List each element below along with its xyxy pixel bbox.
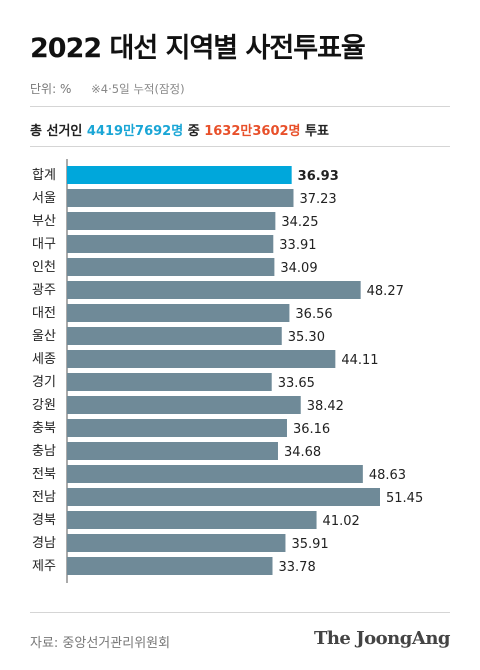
category-label: 세종 <box>32 352 56 367</box>
category-label: 부산 <box>32 214 56 229</box>
bar-total <box>67 166 292 184</box>
value-label: 48.63 <box>369 468 406 483</box>
bottom-divider <box>30 612 450 613</box>
turnout-summary: 총 선거인 4419만7692명 중 1632만3602명 투표 <box>30 120 329 139</box>
category-label: 서울 <box>32 191 56 206</box>
value-label: 51.45 <box>386 491 423 506</box>
bar <box>67 373 272 391</box>
category-label: 제주 <box>32 559 56 574</box>
value-label: 44.11 <box>341 353 378 368</box>
value-label: 35.30 <box>288 330 325 345</box>
category-label: 울산 <box>32 329 56 344</box>
category-label: 경남 <box>32 536 56 551</box>
value-label: 33.65 <box>278 376 315 391</box>
bar <box>67 488 380 506</box>
value-label: 33.78 <box>279 560 316 575</box>
bar <box>67 327 282 345</box>
bar <box>67 465 363 483</box>
value-label: 36.93 <box>298 169 339 184</box>
category-label: 대전 <box>32 306 56 321</box>
brand-logo: The JoongAng <box>313 628 451 649</box>
category-label: 전북 <box>32 467 56 482</box>
bar <box>67 235 274 253</box>
value-label: 34.09 <box>280 261 317 276</box>
category-label: 경북 <box>32 513 56 528</box>
electorate-count: 4419만7692명 <box>86 124 184 139</box>
bar <box>67 189 294 207</box>
bar <box>67 350 336 368</box>
category-label: 합계 <box>32 168 56 183</box>
source-note: 자료: 중앙선거관리위원회 <box>30 636 171 651</box>
value-label: 33.91 <box>279 238 316 253</box>
category-label: 충남 <box>32 444 56 459</box>
bar <box>67 419 287 437</box>
bar <box>67 511 317 529</box>
value-label: 38.42 <box>307 399 344 414</box>
page-title: 2022 대선 지역별 사전투표율 <box>30 33 366 64</box>
value-label: 48.27 <box>367 284 404 299</box>
bar <box>67 442 278 460</box>
summary-prefix: 총 선거인 <box>30 124 87 139</box>
bar <box>67 304 290 322</box>
value-label: 41.02 <box>323 514 360 529</box>
unit-label: 단위: % <box>30 82 72 96</box>
category-label: 충북 <box>32 421 56 436</box>
bar <box>67 281 361 299</box>
bar <box>67 258 275 276</box>
period-note: ※4·5일 누적(잠정) <box>91 82 185 96</box>
voter-count: 1632만3602명 <box>204 124 301 139</box>
value-label: 36.56 <box>295 307 332 322</box>
bar <box>67 557 273 575</box>
category-label: 전남 <box>32 490 56 505</box>
value-label: 36.16 <box>293 422 330 437</box>
top-divider <box>30 106 450 107</box>
category-label: 경기 <box>32 375 56 390</box>
category-label: 광주 <box>32 283 56 298</box>
summary-divider <box>30 146 450 147</box>
value-label: 34.25 <box>281 215 318 230</box>
bar <box>67 212 276 230</box>
category-label: 강원 <box>32 398 56 413</box>
turnout-bar-chart: 합계 36.93 서울 37.23 부산 34.25 대구 33.91 인천 34.09 광주 48.… <box>32 159 423 583</box>
value-label: 34.68 <box>284 445 321 460</box>
bar <box>67 534 286 552</box>
value-label: 35.91 <box>291 537 328 552</box>
summary-middle: 중 <box>183 124 205 139</box>
category-label: 대구 <box>32 237 56 252</box>
summary-suffix: 투표 <box>300 124 329 139</box>
unit-row: 단위: % ※4·5일 누적(잠정) <box>30 80 185 97</box>
bar <box>67 396 301 414</box>
category-label: 인천 <box>32 260 56 275</box>
value-label: 37.23 <box>299 192 336 207</box>
